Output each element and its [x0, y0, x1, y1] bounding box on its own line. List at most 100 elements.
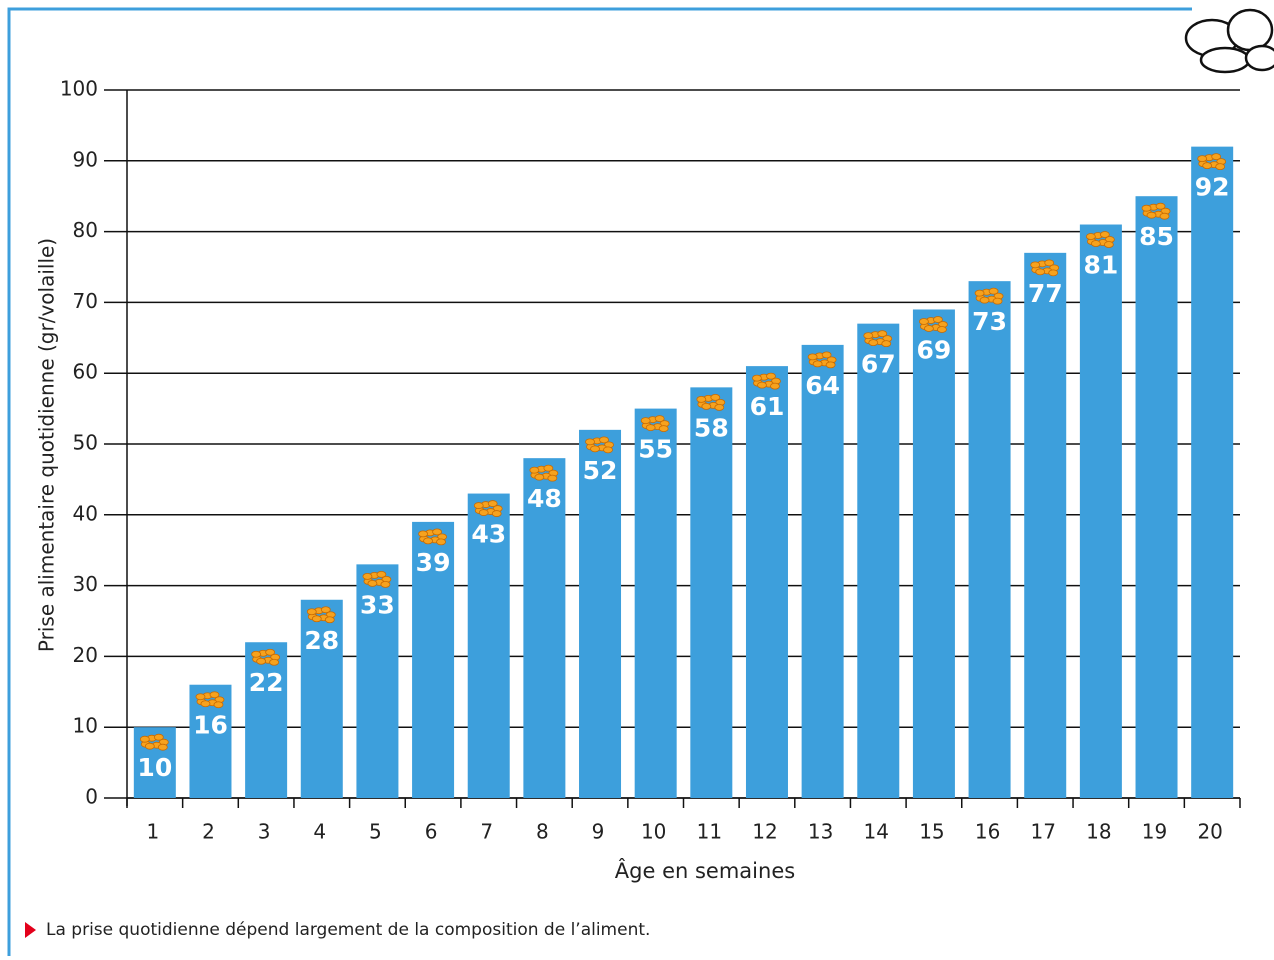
grain-icon [807, 351, 837, 369]
x-tick-label: 15 [919, 820, 944, 844]
grain [529, 466, 540, 474]
grain [1048, 269, 1059, 277]
grain [256, 657, 267, 665]
grain [974, 289, 985, 297]
value-label: 10 [137, 753, 172, 782]
x-tick-label: 4 [313, 820, 326, 844]
grain [487, 500, 498, 507]
bar [968, 281, 1011, 798]
grain [1211, 153, 1222, 161]
value-label: 61 [750, 392, 785, 421]
value-label: 22 [249, 668, 284, 697]
grain-icon [919, 316, 948, 333]
bar [1135, 196, 1178, 798]
y-axis-title: Prise alimentaire quotidienne (gr/volail… [35, 238, 59, 652]
grain-icon [139, 733, 169, 751]
grain [766, 372, 776, 380]
value-label: 55 [638, 435, 673, 464]
value-label: 92 [1195, 173, 1230, 202]
value-label: 58 [694, 413, 729, 442]
grain [432, 528, 442, 536]
grain [1090, 240, 1101, 247]
grain [1215, 163, 1226, 171]
bar [523, 458, 566, 798]
bar [300, 599, 343, 798]
grain [640, 417, 651, 425]
grain [1159, 212, 1170, 220]
grain-icon [1030, 259, 1060, 277]
grain [478, 509, 489, 516]
note: La prise quotidienne dépend largement de… [46, 920, 650, 940]
bar [745, 366, 788, 798]
value-label: 64 [805, 371, 840, 400]
grain [696, 395, 707, 403]
grain [821, 351, 832, 359]
grain [710, 393, 721, 401]
bar [690, 387, 733, 798]
value-label: 48 [527, 484, 562, 513]
bar [356, 564, 399, 798]
grain [881, 340, 892, 348]
bar [412, 521, 455, 798]
y-tick-label: 100 [60, 77, 98, 101]
x-tick-label: 11 [697, 820, 722, 844]
value-label: 52 [583, 456, 618, 485]
grain [209, 691, 220, 699]
grain [324, 616, 335, 624]
grain [658, 425, 669, 433]
bar [801, 344, 844, 798]
x-tick-label: 8 [536, 820, 549, 844]
x-tick-label: 13 [808, 820, 833, 844]
grain-icon [1085, 231, 1115, 248]
y-tick-label: 0 [85, 785, 98, 809]
x-tick-label: 17 [1030, 820, 1055, 844]
value-label: 39 [416, 548, 451, 577]
grain-icon [640, 415, 670, 433]
bar [1191, 146, 1234, 798]
bar [912, 309, 955, 798]
grain-icon [585, 436, 614, 454]
grain [988, 287, 999, 295]
grain [1103, 241, 1114, 248]
x-tick-label: 20 [1197, 820, 1222, 844]
grain [654, 415, 665, 423]
grain [306, 608, 317, 616]
x-tick-label: 16 [975, 820, 1000, 844]
grain [752, 374, 762, 382]
grain [599, 436, 609, 444]
value-label: 69 [917, 335, 952, 364]
grain [1035, 268, 1046, 276]
frame [7, 7, 1192, 956]
grain [1146, 211, 1157, 219]
y-tick-label: 70 [73, 289, 98, 313]
grain-icon [306, 606, 336, 624]
grain [1044, 259, 1055, 267]
grain-icon [529, 464, 559, 482]
grain-icon [473, 500, 503, 517]
grain-icon [752, 372, 781, 390]
grain [362, 572, 373, 580]
grain [812, 360, 823, 368]
grain [534, 473, 545, 481]
bar [857, 323, 900, 798]
flower-decoration [1184, 8, 1274, 74]
grain [1099, 231, 1110, 238]
grain [585, 438, 595, 446]
x-tick-label: 10 [641, 820, 666, 844]
value-label: 85 [1139, 222, 1174, 251]
grain [200, 700, 211, 708]
x-tick-label: 2 [202, 820, 215, 844]
grain-icon [418, 528, 447, 546]
grain [868, 339, 879, 347]
grain [139, 735, 150, 743]
y-tick-label: 30 [73, 572, 98, 596]
grain-icon [1141, 202, 1171, 220]
grain [418, 530, 428, 538]
grain [269, 658, 280, 666]
x-tick-label: 1 [146, 820, 159, 844]
x-tick-label: 9 [592, 820, 605, 844]
grain [919, 318, 929, 325]
value-label: 67 [861, 350, 896, 379]
grain [863, 332, 874, 340]
